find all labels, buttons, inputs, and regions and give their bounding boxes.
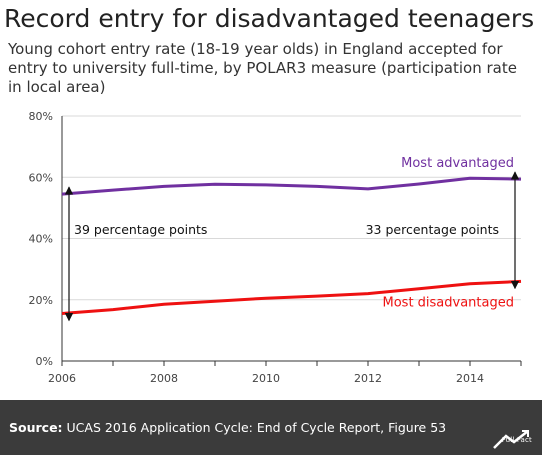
y-tick-label: 0% — [36, 355, 53, 368]
y-tick-label: 20% — [29, 294, 53, 307]
x-tick-label: 2014 — [456, 372, 484, 385]
x-tick-label: 2008 — [150, 372, 178, 385]
footer-bar: Source: UCAS 2016 Application Cycle: End… — [0, 400, 542, 455]
chart-title: Record entry for disadvantaged teenagers — [4, 4, 535, 33]
x-tick-label: 2012 — [354, 372, 382, 385]
series-label-most-advantaged: Most advantaged — [401, 156, 514, 171]
source-note: Source: UCAS 2016 Application Cycle: End… — [9, 420, 446, 435]
line-chart: 0% 20% 40% 60% 80% 2006 2008 2010 2012 2014 Most … — [29, 110, 522, 385]
annotations: 39 percentage points 33 percentage points — [64, 171, 520, 322]
annotation-label: 39 percentage points — [74, 222, 207, 237]
y-tick-label: 80% — [29, 110, 53, 123]
grid-lines — [62, 115, 521, 301]
source-label: Source: — [9, 420, 63, 435]
series-lines: Most advantaged Most disadvantaged — [61, 156, 522, 315]
source-text: UCAS 2016 Application Cycle: End of Cycl… — [66, 420, 447, 435]
chart-subtitle: Young cohort entry rate (18-19 year olds… — [8, 40, 517, 96]
y-tick-label: 60% — [29, 171, 53, 184]
series-line-most-advantaged — [61, 176, 522, 196]
full-fact-logo-icon — [493, 430, 529, 449]
series-label-most-disadvantaged: Most disadvantaged — [383, 295, 515, 310]
x-tick-label: 2010 — [252, 372, 280, 385]
axes: 0% 20% 40% 60% 80% 2006 2008 2010 2012 2014 — [29, 110, 522, 385]
series-line-most-disadvantaged — [61, 279, 522, 315]
annotation-label: 33 percentage points — [366, 222, 499, 237]
x-tick-label: 2006 — [48, 372, 76, 385]
logo-text: Full Fact — [501, 436, 532, 444]
y-tick-label: 40% — [29, 233, 53, 246]
